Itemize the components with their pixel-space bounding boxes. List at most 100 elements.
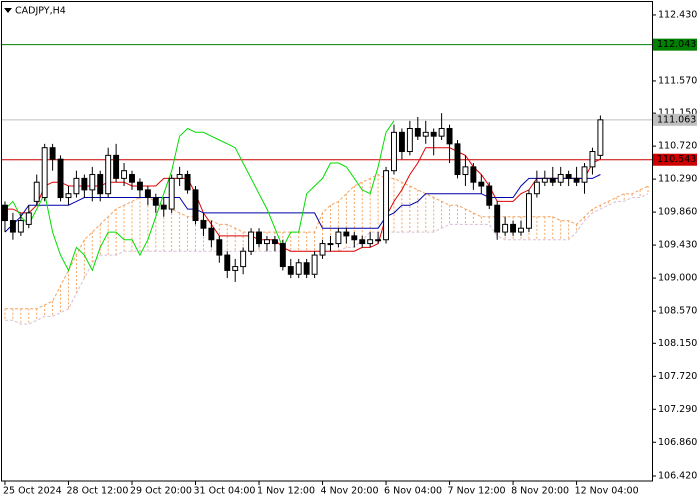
y-tick-label: 111.570: [658, 75, 697, 86]
chart-title: CADJPY,H4: [15, 6, 66, 17]
level-label: 110.543: [657, 154, 696, 165]
candle-body: [105, 154, 112, 195]
x-tick-label: 29 Oct 20:00: [130, 486, 192, 497]
candle-body: [89, 174, 96, 191]
candle-body: [65, 193, 72, 199]
x-tick-label: 7 Nov 12:00: [448, 486, 506, 497]
y-tick-label: 106.860: [658, 437, 697, 448]
candle-body: [494, 204, 501, 233]
candle-body: [184, 174, 191, 191]
candle-body: [398, 131, 405, 153]
candle-body: [303, 262, 310, 275]
candle-body: [33, 181, 40, 202]
y-tick-label: 109.430: [658, 240, 697, 251]
candle-body: [9, 220, 16, 233]
level-label: 111.063: [657, 114, 696, 125]
candle-body: [208, 227, 215, 241]
candle-body: [271, 239, 278, 245]
candle-body: [311, 254, 318, 275]
candle-body: [406, 128, 413, 153]
y-tick-label: 107.720: [658, 371, 697, 382]
candle-body: [176, 174, 183, 179]
candle-body: [581, 166, 588, 183]
x-tick-label: 4 Nov 20:00: [321, 486, 379, 497]
candle-body: [335, 231, 342, 245]
candle-body: [248, 231, 255, 252]
candle-body: [160, 204, 167, 210]
candle-body: [25, 212, 32, 225]
candle-body: [383, 170, 390, 241]
candle-body: [57, 158, 64, 199]
candle-body: [351, 235, 358, 241]
candle-body: [287, 266, 294, 275]
candle-body: [414, 128, 421, 137]
candle-body: [113, 154, 120, 179]
title-arrow: [4, 8, 12, 13]
candle-body: [256, 231, 262, 245]
plot-frame: [1, 1, 653, 482]
candle-body: [565, 174, 572, 179]
y-tick-label: 109.860: [658, 207, 697, 218]
candle-body: [597, 119, 604, 156]
y-tick-label: 110.720: [658, 141, 697, 152]
x-tick-label: 1 Nov 12:00: [257, 486, 315, 497]
candle-body: [541, 177, 548, 183]
cloud-span: [5, 173, 649, 310]
candle-body: [549, 177, 556, 183]
candle-body: [525, 193, 532, 229]
candle-body: [216, 239, 223, 256]
x-tick-label: 28 Oct 12:00: [66, 486, 128, 497]
level-label: 112.043: [657, 39, 696, 50]
candle-body: [343, 231, 350, 237]
candle-body: [73, 177, 80, 195]
candle-body: [319, 243, 326, 256]
candle-body: [200, 220, 207, 229]
candle-body: [152, 197, 159, 206]
candle-body: [327, 243, 334, 246]
indicator-line: [4, 120, 395, 272]
candle-body: [454, 143, 461, 176]
candle-body: [144, 189, 151, 199]
candle-body: [81, 177, 88, 191]
candle-body: [478, 181, 485, 187]
candle-body: [486, 185, 493, 206]
y-tick-label: 109.000: [658, 273, 697, 284]
candle-body: [557, 174, 564, 183]
candle-body: [136, 181, 143, 191]
candle-body: [224, 254, 231, 271]
x-tick-label: 31 Oct 04:00: [194, 486, 256, 497]
candle-body: [518, 227, 524, 233]
candle-body: [533, 181, 540, 195]
candle-body: [2, 204, 8, 222]
candle-body: [295, 262, 302, 275]
x-tick-label: 6 Nov 04:00: [384, 486, 442, 497]
candle-body: [462, 166, 469, 176]
candle-body: [129, 174, 135, 183]
candle-body: [279, 243, 286, 268]
plot-area: [1, 44, 652, 325]
candle-body: [391, 131, 397, 172]
x-tick-label: 25 Oct 2024: [3, 486, 62, 497]
candle-body: [502, 223, 509, 233]
candle-body: [263, 239, 270, 245]
candle-body: [168, 177, 175, 210]
candle-body: [359, 239, 366, 245]
candle-body: [375, 239, 382, 242]
candle-body: [430, 131, 437, 137]
x-tick-label: 12 Nov 04:00: [575, 486, 639, 497]
candle-body: [232, 266, 239, 271]
level-label-box: [653, 153, 697, 166]
y-tick-label: 110.290: [658, 174, 697, 185]
indicator-line: [5, 147, 601, 252]
candle-body: [240, 250, 247, 268]
candle-body: [573, 177, 580, 183]
candle-body: [446, 128, 453, 145]
y-tick-label: 107.290: [658, 404, 697, 415]
candle-body: [192, 189, 199, 222]
y-tick-label: 108.570: [658, 306, 697, 317]
y-tick-label: 108.150: [658, 338, 697, 349]
y-tick-label: 112.430: [658, 9, 697, 20]
candle-body: [17, 220, 24, 233]
